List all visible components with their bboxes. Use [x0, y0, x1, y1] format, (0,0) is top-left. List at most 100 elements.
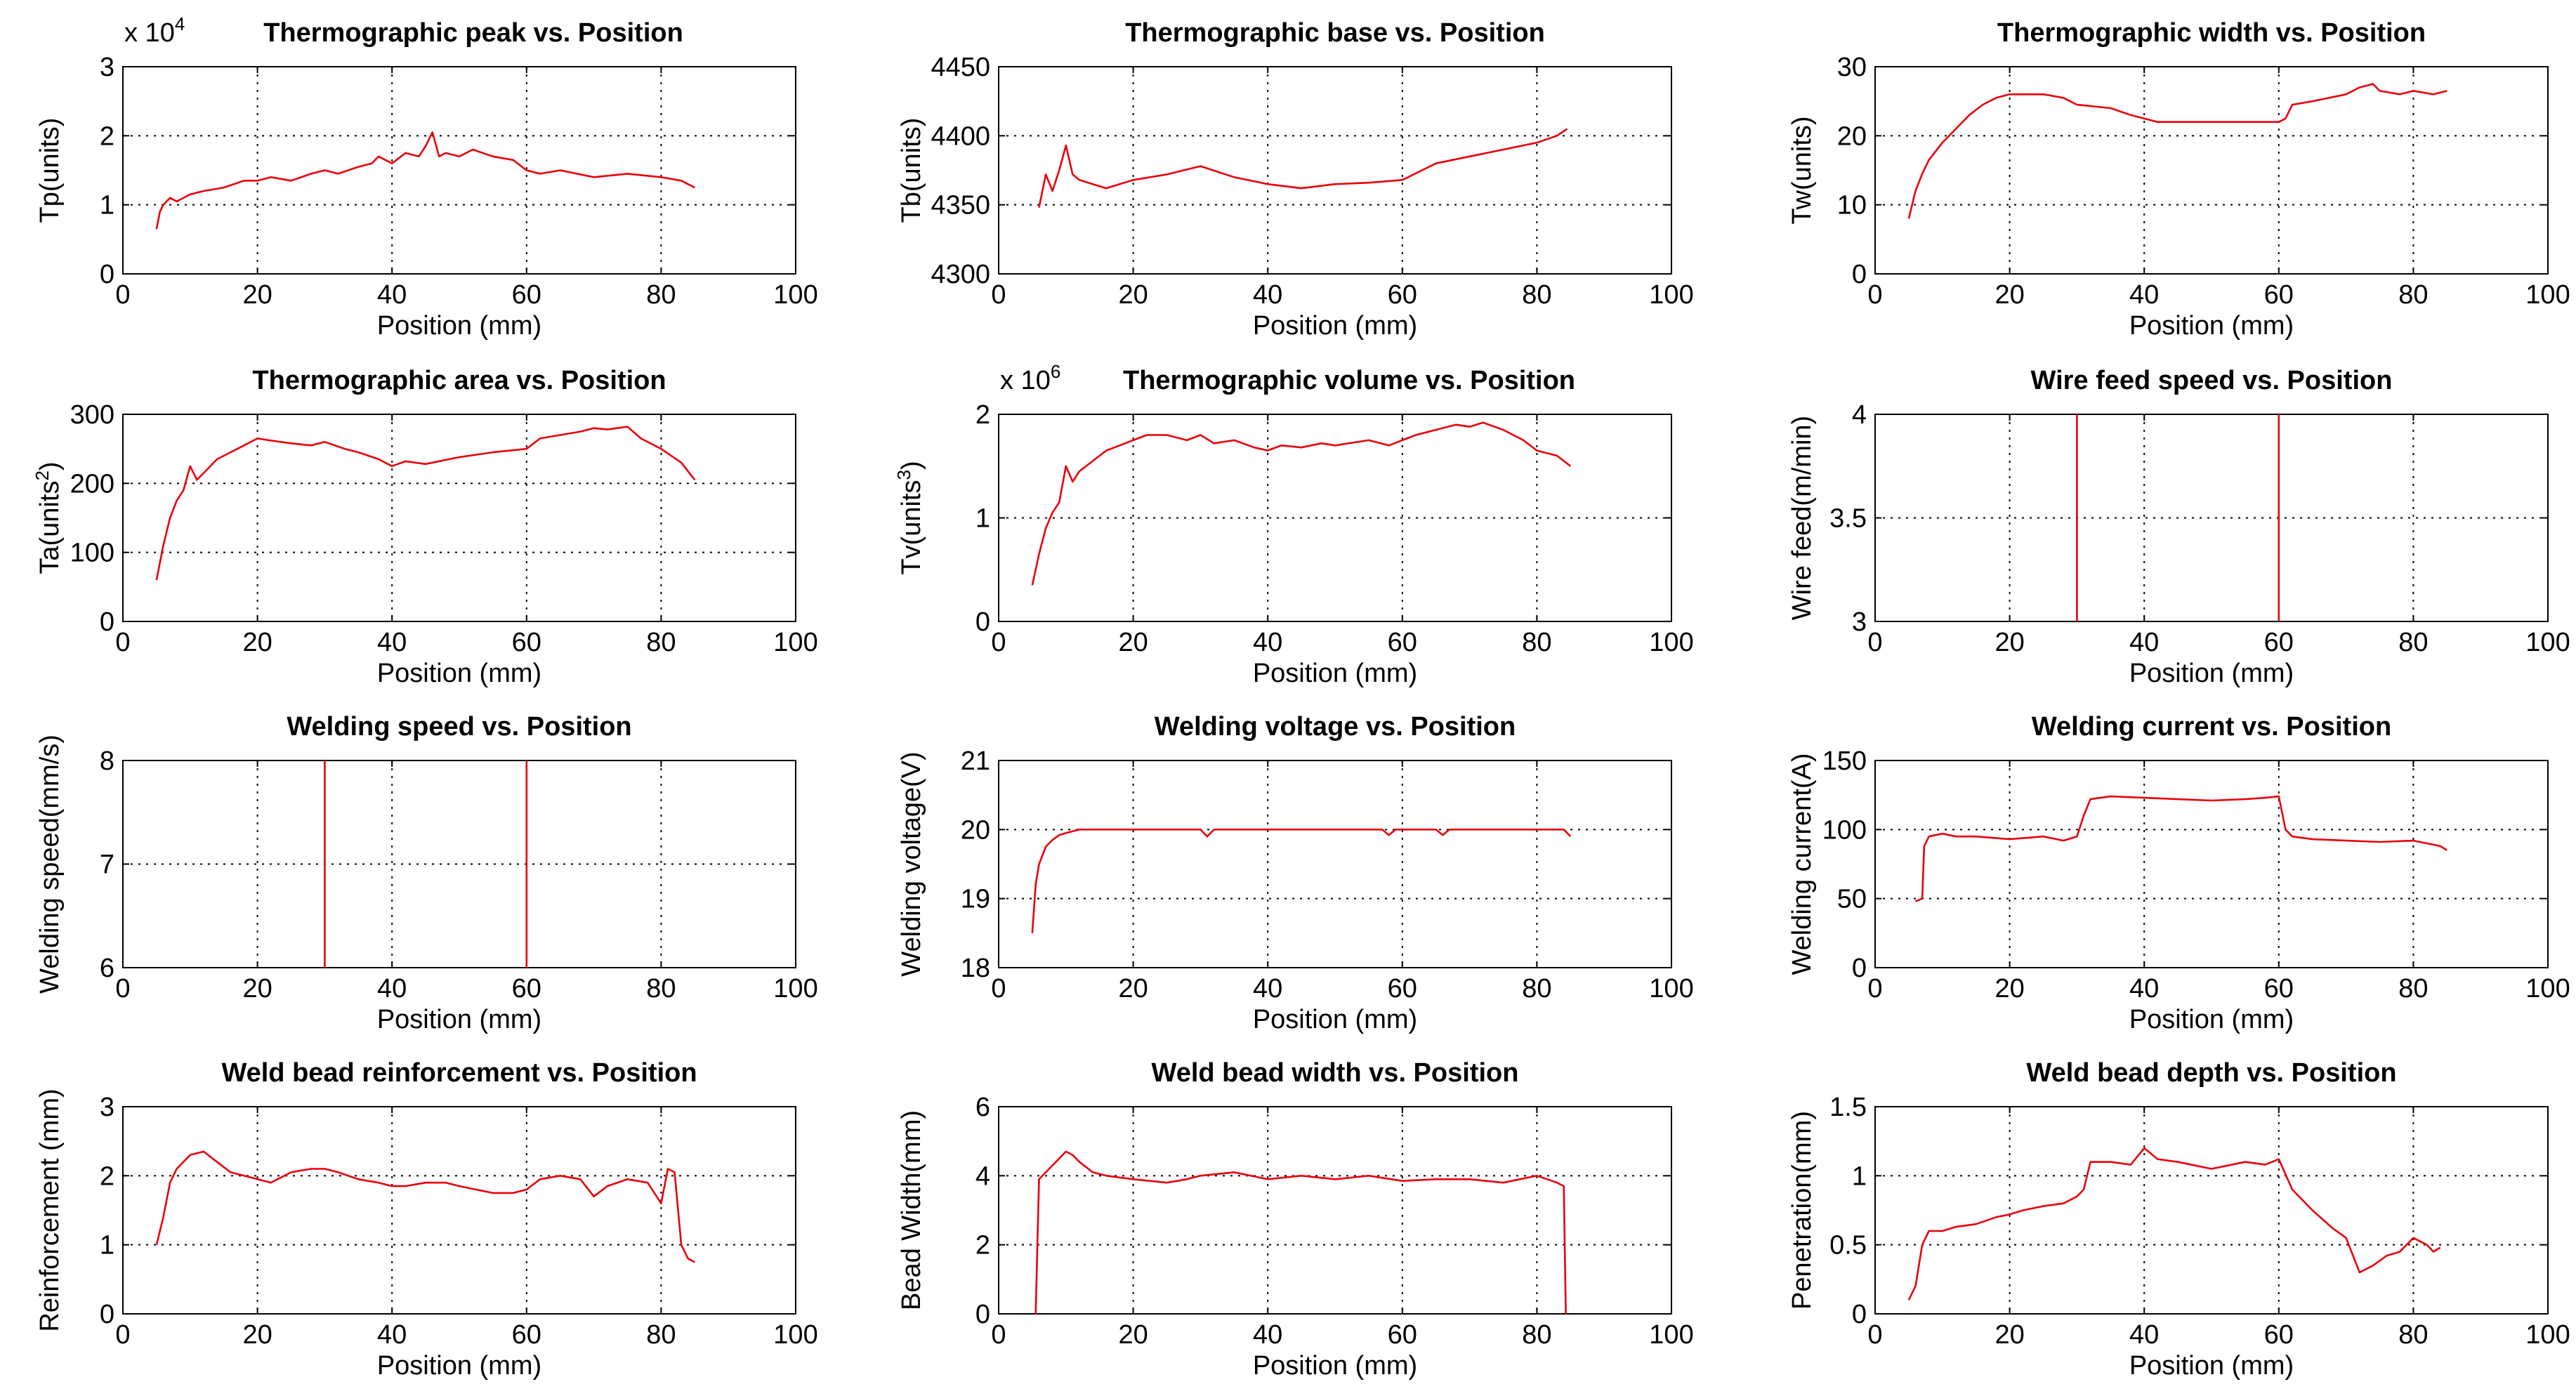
x-tick-label: 0: [115, 1320, 130, 1350]
x-tick-label: 80: [646, 1320, 676, 1350]
y-tick-label: 0: [1852, 260, 1867, 289]
x-tick-label: 20: [1118, 628, 1148, 657]
x-tick-label: 80: [1522, 974, 1551, 1003]
y-tick-label: 8: [100, 746, 114, 776]
subplot-10: 0 20 40 60 80 100 0 1 2 3 Weld bead reinforcement …: [35, 1058, 818, 1381]
y-tick-label: 50: [1837, 885, 1867, 914]
y-tick-label: 2: [100, 1161, 114, 1191]
y-tick-label: 3: [100, 1093, 114, 1122]
y-tick-label: 6: [975, 1093, 990, 1122]
y-tick-label: 3: [1852, 607, 1867, 637]
x-axis-label: Position (mm): [377, 1005, 541, 1034]
x-tick-label: 0: [1867, 1320, 1882, 1350]
x-tick-label: 100: [773, 1320, 817, 1350]
x-tick-label: 40: [377, 1320, 407, 1350]
x-tick-label: 0: [991, 974, 1006, 1003]
x-tick-label: 20: [1995, 628, 2024, 657]
subplot-title: Welding speed vs. Position: [287, 712, 631, 742]
y-tick-label: 20: [961, 815, 990, 845]
axes-frame: [1874, 1106, 2549, 1315]
x-axis-label: Position (mm): [1253, 1351, 1417, 1381]
subplot-1: 0 20 40 60 80 100 0 1 2 3 Thermographic peak vs. P…: [35, 13, 818, 341]
y-tick-label: 10: [1837, 191, 1867, 220]
series-line: [1031, 421, 1572, 586]
x-tick-label: 80: [2398, 628, 2428, 657]
x-tick-label: 80: [646, 280, 676, 310]
y-tick-label: 4300: [931, 260, 990, 289]
x-tick-label: 20: [1118, 974, 1148, 1003]
series-line: [155, 131, 695, 230]
x-axis-label: Position (mm): [377, 311, 541, 341]
y-tick-label: 4450: [931, 53, 990, 82]
x-tick-label: 20: [242, 280, 272, 310]
x-axis-label: Position (mm): [2129, 1351, 2294, 1381]
x-tick-label: 40: [1253, 628, 1282, 657]
x-tick-label: 100: [1649, 1320, 1693, 1350]
y-tick-label: 1: [100, 191, 114, 220]
series-line: [1915, 795, 2447, 902]
x-tick-label: 40: [1253, 1320, 1282, 1350]
subplot-title: Weld bead width vs. Position: [1152, 1058, 1519, 1088]
y-tick-label: 150: [1822, 746, 1867, 776]
y-tick-label: 1: [100, 1231, 114, 1260]
y-axis-label: Tw(units): [1787, 116, 1817, 224]
x-tick-label: 100: [2525, 280, 2570, 310]
series-line: [1031, 829, 1572, 933]
x-tick-label: 40: [1253, 974, 1282, 1003]
x-axis-label: Position (mm): [1253, 311, 1417, 341]
y-tick-label: 100: [70, 539, 114, 568]
x-axis-label: Position (mm): [377, 659, 541, 688]
x-tick-label: 60: [1388, 974, 1417, 1003]
subplot-4: 0 20 40 60 80 100 0 100 200 300 Thermographic area…: [32, 366, 818, 688]
axis-multiplier: x 106: [1000, 361, 1060, 395]
x-tick-label: 100: [2525, 628, 2570, 657]
x-axis-label: Position (mm): [2129, 659, 2294, 688]
x-tick-label: 80: [1522, 1320, 1551, 1350]
x-tick-label: 0: [1867, 628, 1882, 657]
y-tick-label: 200: [70, 469, 114, 499]
x-tick-label: 60: [2264, 628, 2294, 657]
y-axis-label: Tv(units3): [893, 461, 926, 574]
x-tick-label: 80: [1522, 280, 1551, 310]
x-tick-label: 80: [646, 628, 676, 657]
axes-frame: [122, 414, 796, 622]
y-tick-label: 0: [100, 1300, 114, 1329]
series-line: [1907, 1147, 2441, 1300]
y-tick-label: 0.5: [1829, 1231, 1867, 1260]
y-axis-label: Wire feed(m/min): [1787, 416, 1817, 620]
y-tick-label: 20: [1837, 121, 1867, 151]
x-tick-label: 20: [242, 1320, 272, 1350]
axes-frame: [998, 760, 1672, 968]
y-axis-label: Ta(units2): [32, 461, 65, 574]
y-tick-label: 4: [1852, 400, 1867, 430]
series-line: [1907, 83, 2447, 219]
x-tick-label: 100: [773, 628, 817, 657]
series-line: [1034, 1150, 1567, 1315]
series-line: [155, 426, 696, 581]
axes-frame: [1874, 66, 2549, 275]
y-axis-label: Welding voltage(V): [897, 751, 926, 976]
x-tick-label: 80: [646, 974, 676, 1003]
axis-multiplier: x 104: [124, 13, 185, 48]
subplot-title: Thermographic base vs. Position: [1125, 18, 1545, 48]
x-tick-label: 60: [512, 628, 541, 657]
series-line: [1038, 128, 1568, 208]
y-tick-label: 2: [975, 400, 990, 430]
y-tick-label: 7: [100, 850, 114, 880]
y-tick-label: 0: [975, 1300, 990, 1329]
x-tick-label: 20: [1118, 280, 1148, 310]
x-tick-label: 80: [2398, 280, 2428, 310]
x-tick-label: 0: [991, 628, 1006, 657]
x-axis-label: Position (mm): [1253, 1005, 1417, 1034]
x-tick-label: 40: [2129, 280, 2159, 310]
x-axis-label: Position (mm): [377, 1351, 541, 1381]
x-tick-label: 0: [1867, 974, 1882, 1003]
y-tick-label: 0: [975, 607, 990, 637]
axes-frame: [998, 1106, 1672, 1315]
x-tick-label: 20: [1995, 280, 2024, 310]
subplot-8: 0 20 40 60 80 100 18 19 20 21 Welding voltage vs. …: [897, 712, 1694, 1034]
subplot-3: 0 20 40 60 80 100 0 10 20 30 Thermographic width v…: [1787, 18, 2570, 341]
y-axis-label: Bead Width(mm): [897, 1110, 926, 1310]
subplot-title: Thermographic width vs. Position: [1997, 18, 2426, 48]
y-tick-label: 0: [1852, 954, 1867, 983]
